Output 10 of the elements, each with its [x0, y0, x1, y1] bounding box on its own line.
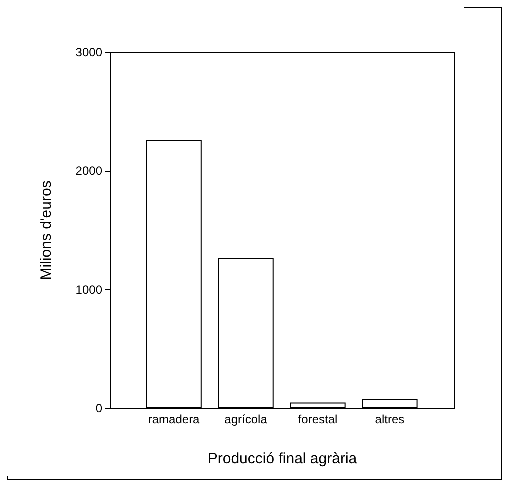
y-axis-title: Milions d'euros [38, 180, 55, 280]
x-tick-label: altres [375, 412, 405, 426]
y-tick-label: 0 [96, 402, 103, 416]
y-tick-label: 3000 [76, 46, 103, 60]
y-tick-label: 2000 [76, 164, 103, 178]
x-tick-label: ramadera [148, 412, 200, 426]
y-tick-label: 1000 [76, 282, 103, 297]
x-tick-label: agrícola [224, 412, 268, 426]
x-tick-label: forestal [298, 412, 338, 426]
x-axis-title: Producció final agrària [208, 450, 358, 468]
